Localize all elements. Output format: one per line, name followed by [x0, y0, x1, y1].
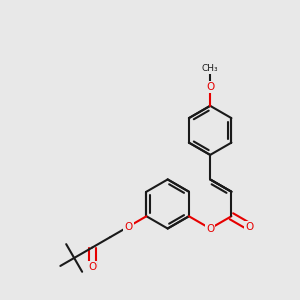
- Text: O: O: [206, 224, 214, 233]
- Text: O: O: [245, 222, 253, 232]
- Text: O: O: [124, 222, 133, 232]
- Text: O: O: [206, 82, 214, 92]
- Text: O: O: [88, 262, 96, 272]
- Text: CH₃: CH₃: [202, 64, 218, 73]
